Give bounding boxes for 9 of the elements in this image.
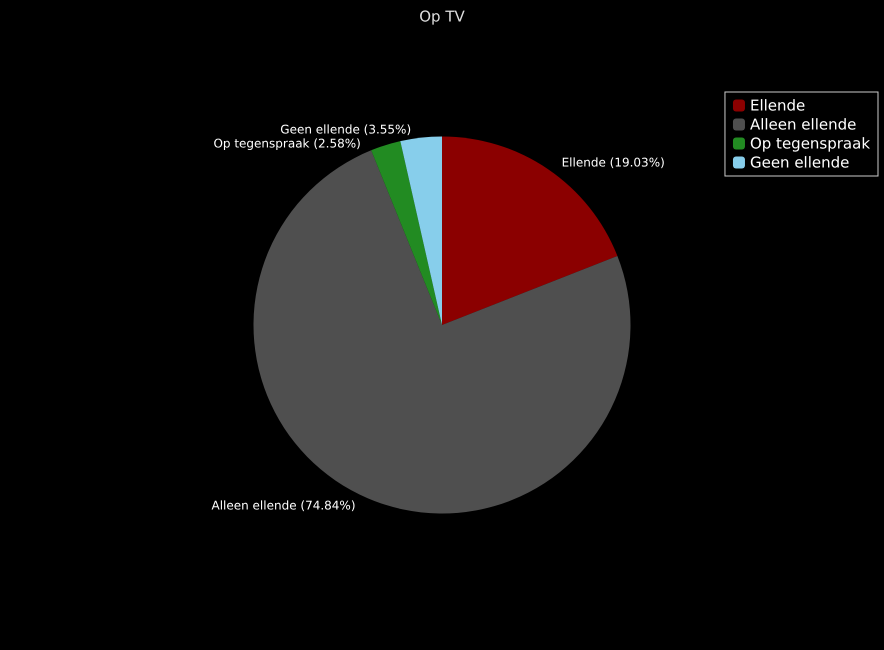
data-label: Ellende (19.03%): [562, 156, 665, 170]
chart-title: Op TV: [419, 8, 466, 26]
legend-label: Ellende: [750, 96, 806, 114]
legend-label: Alleen ellende: [750, 116, 856, 134]
legend-label: Op tegenspraak: [750, 134, 870, 152]
legend-label: Geen ellende: [750, 154, 850, 172]
data-label: Op tegenspraak (2.58%): [213, 136, 361, 151]
data-label: Geen ellende (3.55%): [280, 122, 412, 137]
data-label: Alleen ellende (74.84%): [211, 498, 356, 513]
